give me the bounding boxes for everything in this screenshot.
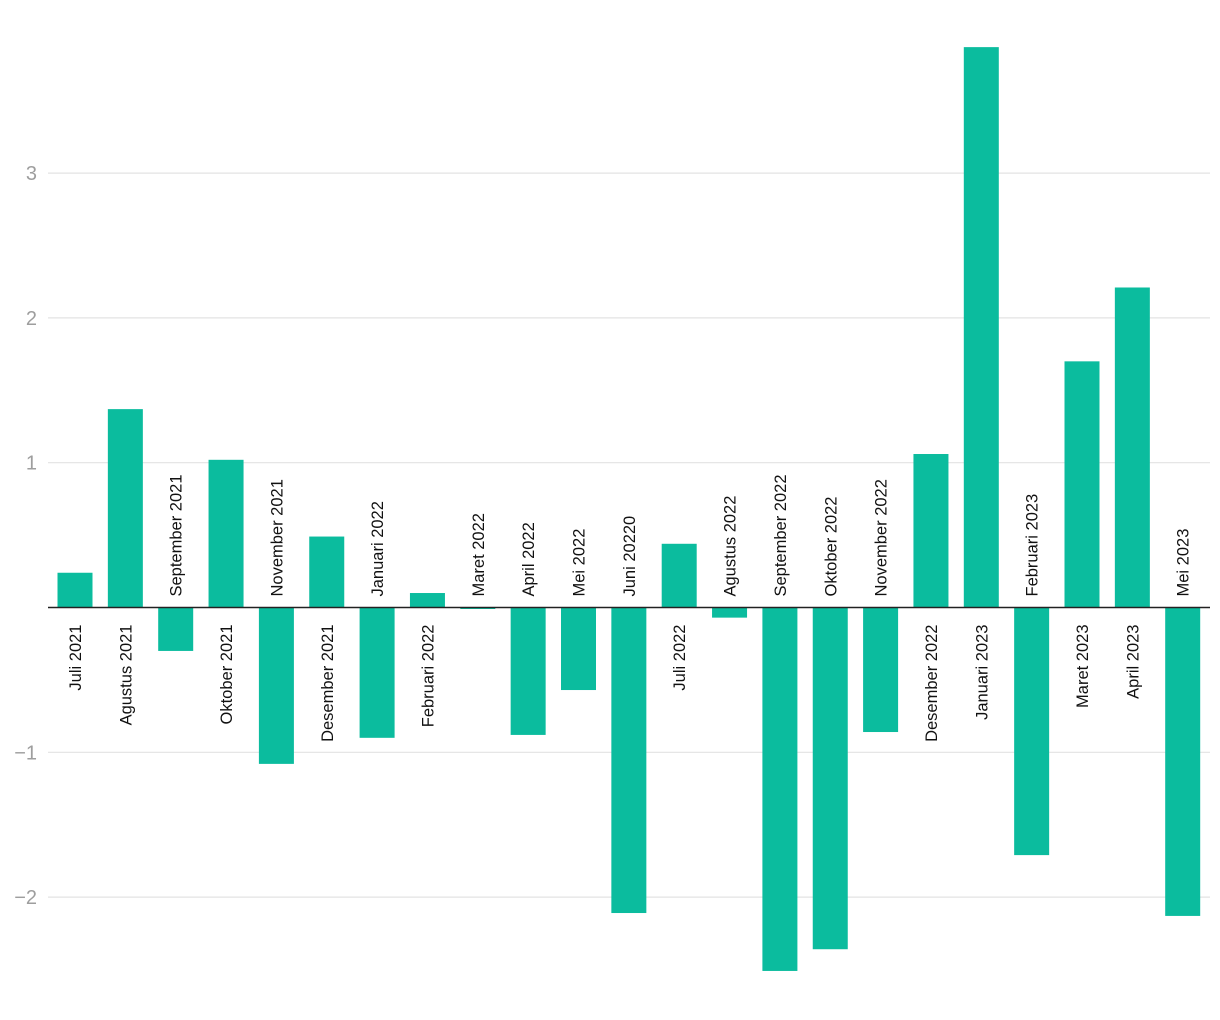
category-labels: Juli 2021 Agustus 2021 September 2021 Oktob… <box>67 474 1193 741</box>
bar <box>1114 287 1150 608</box>
bar <box>107 409 143 608</box>
y-tick-label: 3 <box>26 163 37 185</box>
x-tick-label: Oktober 2022 <box>822 497 840 597</box>
x-tick-label: Mei 2022 <box>571 529 589 597</box>
bar <box>359 607 395 738</box>
bar <box>1064 361 1100 608</box>
x-tick-label: November 2022 <box>873 479 891 596</box>
x-tick-label: September 2022 <box>772 474 790 596</box>
x-tick-label: Januari 2023 <box>973 625 991 720</box>
bar <box>409 593 445 608</box>
bar <box>158 607 194 651</box>
x-tick-label: Agustus 2022 <box>722 496 740 597</box>
y-tick-label: 2 <box>26 308 37 330</box>
x-tick-label: Agustus 2021 <box>117 625 135 726</box>
x-tick-label: Juli 2022 <box>671 625 689 691</box>
bar <box>510 607 546 735</box>
bar <box>863 607 899 733</box>
x-tick-label: Juni 20220 <box>621 516 639 597</box>
bar <box>208 459 244 608</box>
bar <box>963 47 999 608</box>
bar <box>812 607 848 950</box>
x-tick-label: Desember 2022 <box>923 624 941 741</box>
x-tick-label: November 2021 <box>268 479 286 596</box>
bar <box>762 607 798 971</box>
y-tick-label: −2 <box>14 887 37 909</box>
bars <box>57 47 1201 971</box>
y-axis-ticks: −2 −1 1 2 3 <box>14 163 37 909</box>
bar <box>712 607 748 618</box>
x-tick-label: Maret 2022 <box>470 513 488 596</box>
bar <box>1014 607 1050 856</box>
x-tick-label: Oktober 2021 <box>218 625 236 725</box>
x-tick-label: Maret 2023 <box>1074 625 1092 708</box>
x-tick-label: Juli 2021 <box>67 625 85 691</box>
bar <box>309 536 345 608</box>
x-tick-label: Januari 2022 <box>369 501 387 596</box>
x-tick-label: Mei 2023 <box>1175 529 1193 597</box>
x-tick-label: Februari 2022 <box>419 625 437 728</box>
bar <box>1165 607 1201 916</box>
y-tick-label: 1 <box>26 453 37 475</box>
bar <box>561 607 596 691</box>
x-tick-label: Februari 2023 <box>1024 494 1042 597</box>
x-tick-label: Desember 2021 <box>319 625 337 742</box>
bar <box>258 607 294 764</box>
x-tick-label: April 2023 <box>1124 625 1142 699</box>
x-tick-label: September 2021 <box>168 474 186 596</box>
bar <box>913 454 949 608</box>
x-tick-label: April 2022 <box>520 522 538 596</box>
bar <box>611 607 647 914</box>
bar <box>661 543 697 608</box>
bar <box>57 572 93 608</box>
y-tick-label: −1 <box>14 742 37 764</box>
